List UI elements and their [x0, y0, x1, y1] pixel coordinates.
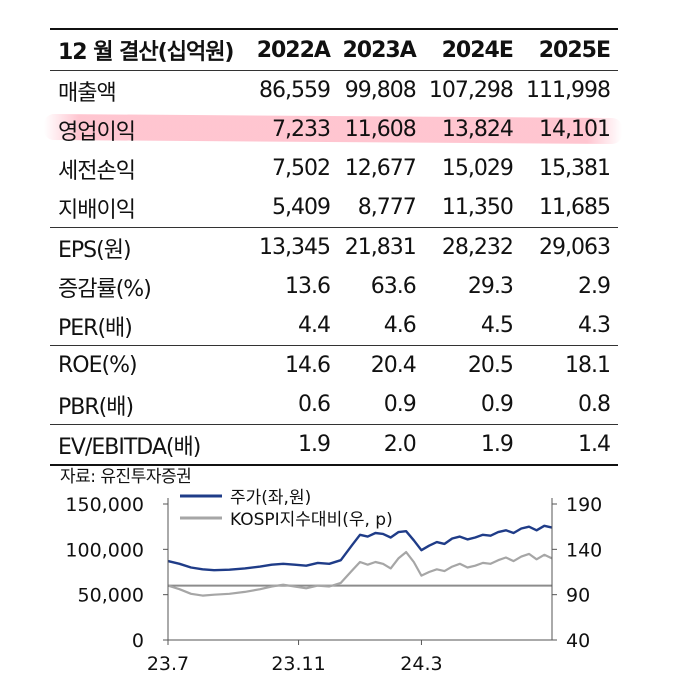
header-year: 2022A: [252, 28, 338, 71]
right-tick-label: 190: [566, 494, 602, 516]
row-label: ROE(%): [50, 345, 253, 385]
header-year: 2023A: [337, 28, 424, 71]
cell: 28,232: [423, 227, 521, 267]
cell: 1.4: [520, 424, 618, 466]
stock-chart: 150,000 100,000 50,000 0 190 140 90 40 23.7 23.11…: [65, 488, 602, 675]
right-tick-label: 140: [566, 539, 602, 561]
row-label: PBR(배): [58, 394, 134, 420]
x-tick-label: 23.7: [147, 653, 189, 675]
cell: 21,831: [337, 227, 424, 267]
cell: 4.4: [297, 313, 331, 338]
cell: 99,808: [344, 78, 417, 103]
right-tick-label: 40: [566, 630, 590, 652]
cell: 14,101: [539, 117, 611, 142]
cell: 7,233: [271, 117, 331, 142]
kospi-relative-line: [167, 550, 553, 597]
table-row: EV/EBITDA(배) 1.9 2.0 1.9 1.4: [50, 424, 618, 466]
cell: 20.5: [423, 345, 521, 385]
left-tick-label: 100,000: [65, 539, 144, 561]
legend-label-kospi: KOSPI지수대비(우, p): [230, 510, 393, 530]
cell: 5,409: [271, 195, 331, 220]
cell: 1.9: [423, 424, 521, 466]
cell: 0.8: [578, 392, 611, 417]
cell: 4.3: [578, 313, 611, 338]
cell: 4.5: [480, 313, 514, 338]
cell: 2.9: [578, 274, 611, 299]
row-label: 증감률(%): [58, 276, 152, 302]
cell: 13.6: [284, 274, 331, 299]
cell: 14.6: [252, 345, 338, 385]
cell: 1.9: [252, 424, 338, 466]
cell: 0.9: [480, 392, 514, 417]
chart-series: [167, 524, 553, 597]
financial-table: 12 월 결산(십억원) 2022A 2023A 2024E 2025E 매출액…: [50, 28, 618, 466]
cell: 15,029: [441, 156, 514, 181]
header-year: 2024E: [423, 28, 521, 71]
cell: 13,345: [252, 227, 338, 267]
table-row: 세전손익 7,502 12,677 15,029 15,381: [50, 149, 618, 188]
cell: 11,350: [441, 195, 514, 220]
x-tick-label: 23.11: [271, 653, 325, 675]
table-row: PBR(배) 0.6 0.9 0.9 0.8: [50, 385, 618, 425]
table-header-row: 12 월 결산(십억원) 2022A 2023A 2024E 2025E: [50, 28, 618, 71]
table-row: 매출액 86,559 99,808 107,298 111,998: [50, 71, 618, 111]
cell: 8,777: [357, 195, 417, 220]
left-tick-label: 50,000: [78, 585, 144, 607]
row-label: 영업이익: [58, 119, 136, 145]
left-tick-label: 0: [132, 630, 144, 652]
header-year: 2025E: [520, 28, 618, 71]
table-row: ROE(%) 14.6 20.4 20.5 18.1: [50, 345, 618, 385]
right-tick-label: 90: [566, 585, 590, 607]
table-row-highlighted: 영업이익 7,233 11,608 13,824 14,101: [50, 110, 618, 149]
cell: 15,381: [539, 156, 611, 181]
table-row: 증감률(%) 13.6 63.6 29.3 2.9: [50, 267, 618, 306]
chart-axes: 150,000 100,000 50,000 0 190 140 90 40 23.7 23.11…: [65, 494, 602, 675]
chart-legend: 주가(좌,원)KOSPI지수대비(우, p): [180, 488, 393, 530]
row-label: 매출액: [58, 80, 117, 106]
cell: 29.3: [467, 274, 514, 299]
cell: 29,063: [520, 227, 618, 267]
cell: 12,677: [344, 156, 417, 181]
cell: 2.0: [337, 424, 424, 466]
cell: 107,298: [428, 78, 514, 103]
x-tick-label: 24.3: [400, 653, 442, 675]
table-row: EPS(원) 13,345 21,831 28,232 29,063: [50, 227, 618, 267]
cell: 4.6: [383, 313, 417, 338]
cell: 20.4: [337, 345, 424, 385]
cell: 0.9: [383, 392, 417, 417]
cell: 0.6: [297, 392, 331, 417]
row-label: EPS(원): [50, 227, 253, 267]
cell: 11,685: [539, 195, 611, 220]
source-note: 자료: 유진투자증권: [60, 467, 192, 487]
cell: 86,559: [258, 78, 331, 103]
cell: 111,998: [526, 78, 611, 103]
row-label: 세전손익: [58, 158, 136, 184]
row-label: EV/EBITDA(배): [50, 424, 253, 466]
cell: 11,608: [344, 117, 417, 142]
left-tick-label: 150,000: [65, 494, 144, 516]
legend-label-price: 주가(좌,원): [230, 488, 311, 508]
row-label: 지배이익: [58, 197, 136, 223]
cell: 63.6: [370, 274, 417, 299]
cell: 13,824: [441, 117, 514, 142]
row-label: PER(배): [58, 315, 133, 341]
stock-price-line: [167, 524, 553, 572]
table-row: 지배이익 5,409 8,777 11,350 11,685: [50, 188, 618, 228]
cell: 18.1: [520, 345, 618, 385]
table-row: PER(배) 4.4 4.6 4.5 4.3: [50, 306, 618, 346]
header-label: 12 월 결산(십억원): [50, 28, 253, 71]
cell: 7,502: [271, 156, 331, 181]
